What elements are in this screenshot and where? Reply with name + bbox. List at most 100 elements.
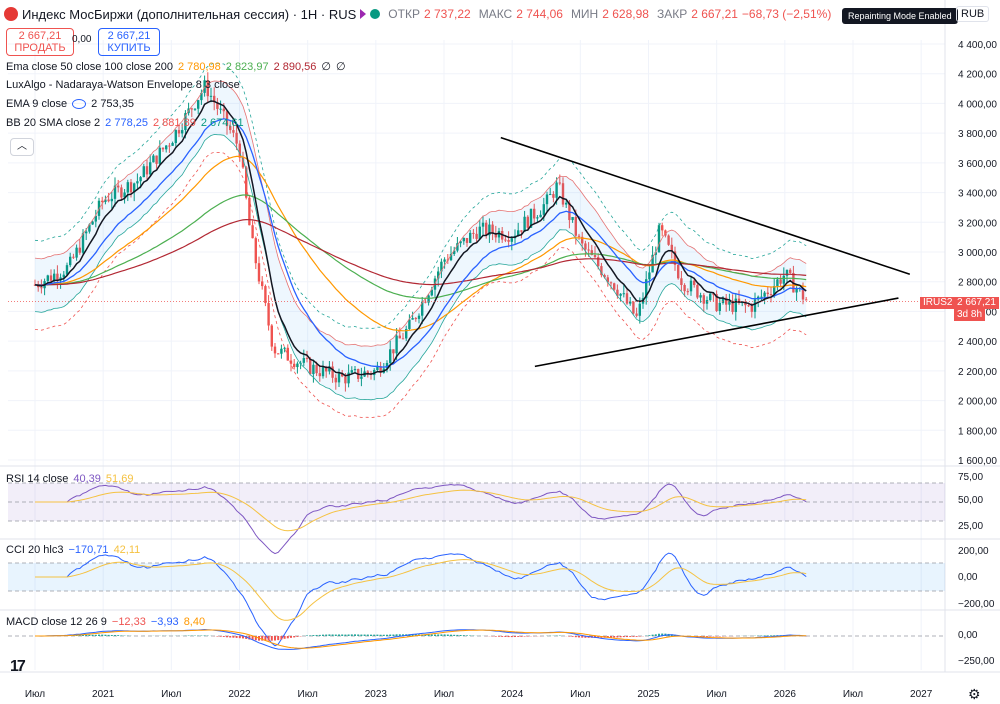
legend-lux-name: LuxAlgo - Nadaraya-Watson Envelope 8 3 c…	[6, 79, 240, 91]
tradingview-logo[interactable]: 17	[10, 658, 26, 675]
candle	[526, 216, 529, 228]
candle	[53, 273, 56, 281]
macd-histogram-bar	[318, 634, 321, 636]
legend-macd[interactable]: MACD close 12 26 9 −12,33 −3,93 8,40	[6, 616, 205, 628]
candle	[475, 233, 478, 239]
macd-histogram-bar	[446, 634, 449, 636]
macd-histogram-bar	[635, 636, 638, 637]
macd-histogram-bar	[430, 634, 433, 636]
collapse-legend-button[interactable]: ︿	[10, 138, 34, 156]
candle	[725, 297, 728, 305]
price-tag-symbol: IRUS2	[920, 297, 956, 309]
macd-histogram-bar	[264, 636, 267, 641]
macd-histogram-bar	[254, 636, 257, 641]
flag-icon[interactable]	[360, 9, 367, 19]
legend-ema9[interactable]: EMA 9 close 2 753,35	[6, 98, 134, 110]
candle	[651, 254, 654, 273]
candle	[593, 255, 597, 258]
candle	[238, 143, 241, 158]
macd-histogram-bar	[526, 636, 529, 637]
legend-cci-v2: 42,11	[113, 544, 141, 556]
legend-cci-name: CCI 20 hlc3	[6, 544, 64, 556]
ema50-line	[34, 155, 807, 332]
macd-histogram-bar	[107, 634, 110, 636]
candle	[699, 295, 702, 298]
candle	[328, 366, 331, 372]
symbol-title[interactable]: Индекс МосБиржи (дополнительная сессия) …	[22, 6, 357, 22]
candle	[565, 202, 568, 205]
macd-histogram-bar	[402, 634, 404, 636]
sell-button[interactable]: 2 667,21 ПРОДАТЬ	[6, 28, 74, 56]
macd-histogram-bar	[638, 636, 641, 637]
legend-bb[interactable]: BB 20 SMA close 2 2 778,25 2 881,89 2 67…	[6, 117, 244, 129]
macd-histogram-bar	[386, 634, 388, 636]
legend-rsi[interactable]: RSI 14 close 40,39 51,69	[6, 473, 133, 485]
gear-icon[interactable]: ⚙	[968, 686, 981, 702]
candle	[782, 275, 785, 284]
candle	[677, 264, 680, 279]
legend-lux[interactable]: LuxAlgo - Nadaraya-Watson Envelope 8 3 c…	[6, 79, 240, 91]
repaint-badge: Repainting Mode Enabled	[842, 8, 958, 24]
candle	[619, 293, 622, 296]
macd-histogram-bar	[501, 636, 504, 637]
candle	[261, 281, 264, 287]
ema9-line	[34, 100, 807, 377]
open-value: 2 737,22	[423, 7, 471, 21]
candle	[360, 376, 363, 379]
candle	[85, 231, 88, 234]
legend-ema-v5: ∅	[336, 61, 346, 73]
price-tag-countdown: 3d 8h	[954, 309, 986, 321]
macd-histogram-bar	[709, 636, 712, 637]
candle	[91, 221, 94, 225]
candle	[401, 338, 405, 340]
candle	[232, 130, 235, 133]
candle	[613, 283, 616, 290]
candle	[734, 298, 737, 312]
price-tick-label: 2 000,00	[958, 397, 997, 408]
oscillator-axes: 75,00 50,00 25,00 200,00 0,00 −200,00 0,00 −250…	[958, 472, 995, 667]
macd-histogram-bar	[616, 636, 619, 638]
candles	[33, 72, 808, 392]
candle	[235, 132, 238, 144]
time-tick-label: Июл	[298, 689, 318, 700]
symbol-icon	[4, 7, 18, 21]
trendline-upper	[500, 136, 911, 276]
legend-ema[interactable]: Ema close 50 close 100 close 200 2 780,9…	[6, 60, 346, 74]
bb-lower	[34, 134, 807, 401]
macd-histogram-bar	[280, 636, 283, 640]
visibility-icon[interactable]	[72, 99, 87, 109]
chart-header: Индекс МосБиржи (дополнительная сессия) …	[4, 4, 831, 24]
candle	[129, 182, 133, 193]
candle	[385, 362, 389, 369]
oscillator-tick-label: 0,00	[958, 572, 978, 583]
time-tick-label: 2023	[365, 689, 388, 700]
change-value: −68,73 (−2,51%)	[741, 7, 832, 21]
legend-cci[interactable]: CCI 20 hlc3 −170,71 42,11	[6, 544, 140, 556]
buy-button[interactable]: 2 667,21 КУПИТЬ	[98, 28, 160, 56]
candle	[62, 274, 65, 278]
candle	[216, 102, 219, 109]
legend-cci-v1: −170,71	[68, 544, 109, 556]
candle	[341, 373, 344, 377]
legend-bb-v1: 2 778,25	[105, 117, 148, 129]
candle	[488, 224, 491, 236]
legend-macd-v3: 8,40	[183, 616, 206, 628]
macd-histogram-bar	[261, 636, 264, 641]
macd-histogram-bar	[229, 636, 232, 638]
candle	[545, 194, 549, 205]
candle	[49, 275, 53, 281]
candle	[229, 126, 232, 131]
legend-ema-v3: 2 890,56	[273, 60, 317, 73]
candle	[472, 232, 475, 234]
candle	[709, 293, 712, 301]
macd-signal-line	[35, 629, 807, 649]
ema100-line	[34, 194, 807, 299]
legend-macd-v1: −12,33	[111, 616, 146, 628]
candle	[600, 266, 603, 276]
price-tick-label: 3 400,00	[958, 189, 997, 200]
pane-separators	[0, 0, 1000, 673]
macd-histogram-bar	[699, 636, 702, 637]
candle	[376, 366, 379, 371]
currency-selector[interactable]: RUB	[956, 6, 990, 22]
